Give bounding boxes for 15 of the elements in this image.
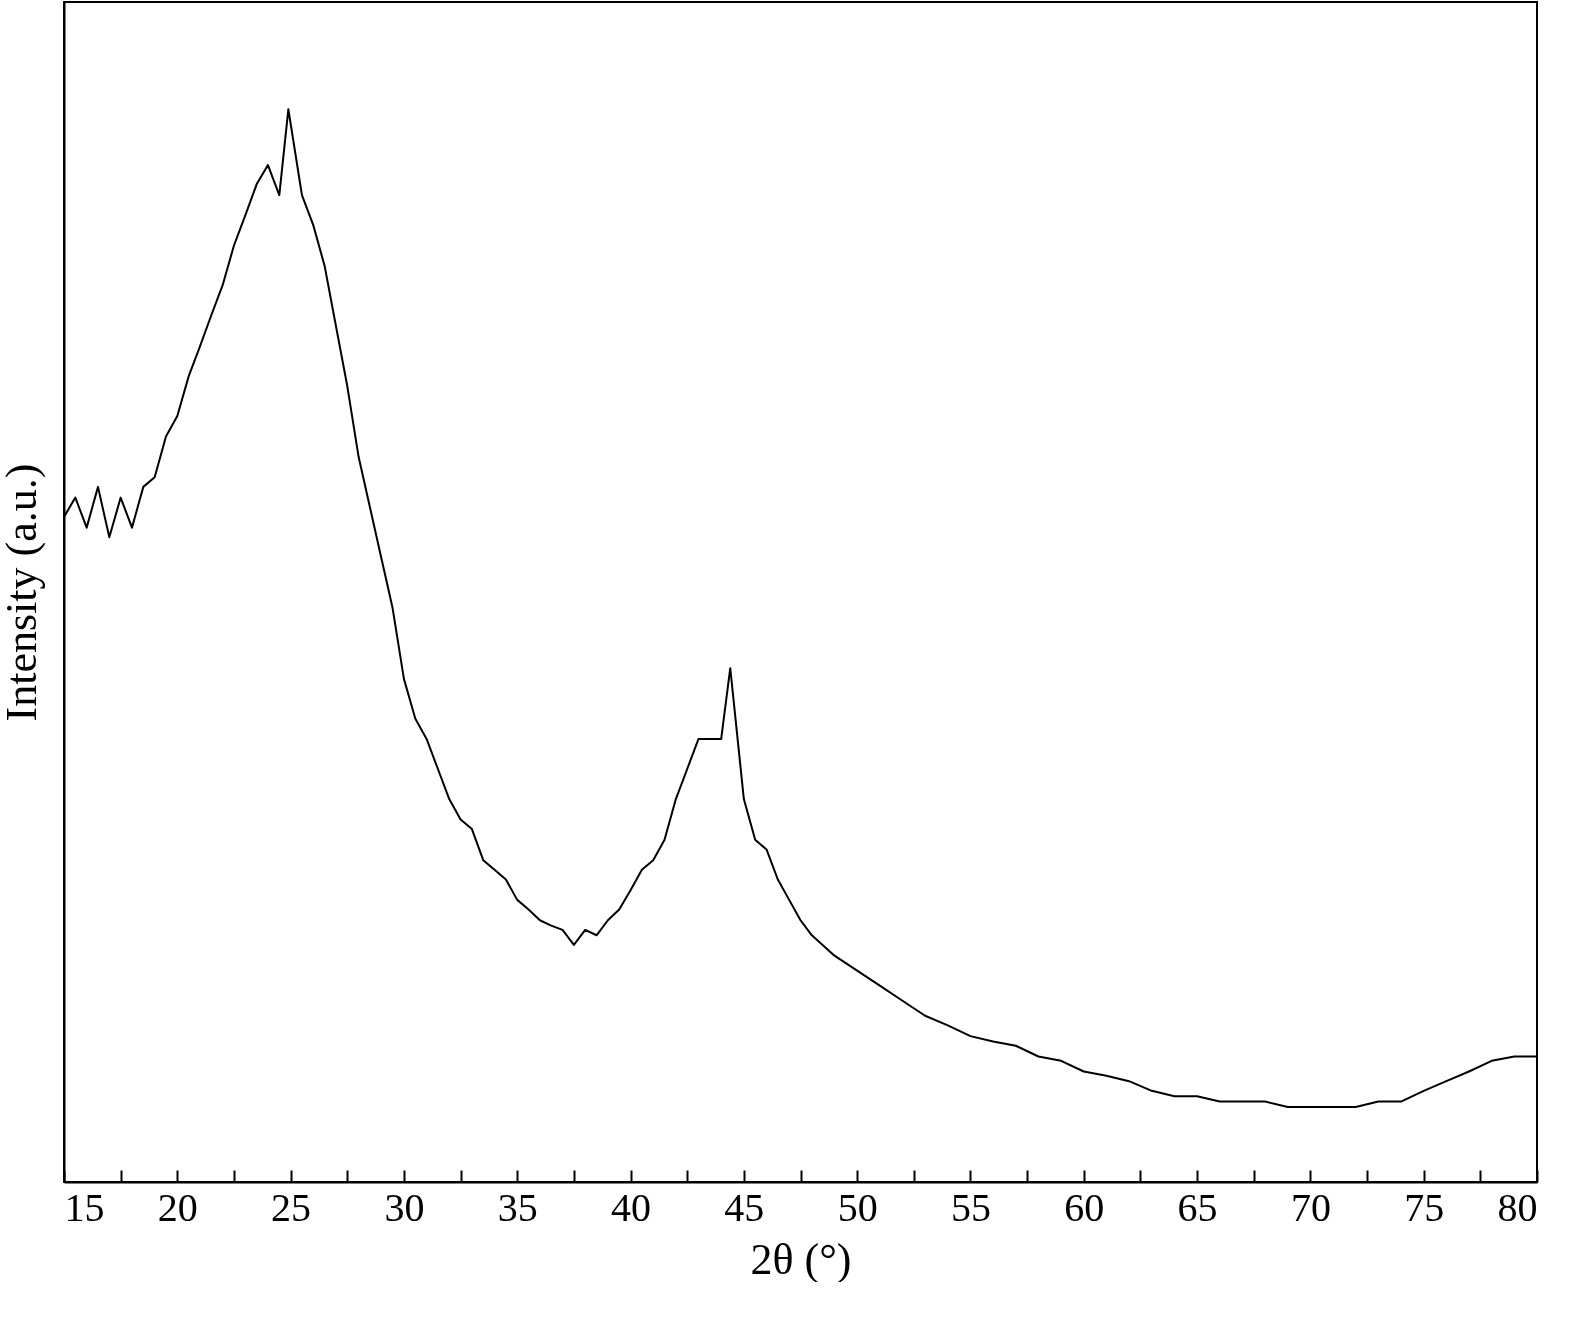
x-tick-label: 70 bbox=[1290, 1184, 1331, 1230]
x-tick-label: 30 bbox=[384, 1184, 425, 1230]
x-tick-label: 75 bbox=[1404, 1184, 1445, 1230]
x-tick-label: 80 bbox=[1497, 1184, 1538, 1230]
x-tick-label: 40 bbox=[611, 1184, 652, 1230]
x-tick-label: 25 bbox=[271, 1184, 312, 1230]
x-tick-label: 35 bbox=[497, 1184, 538, 1230]
x-tick-label: 20 bbox=[157, 1184, 198, 1230]
x-tick-label: 50 bbox=[837, 1184, 878, 1230]
x-tick-label: 15 bbox=[64, 1184, 105, 1230]
y-axis-title: Intensity (a.u.) bbox=[0, 463, 46, 722]
x-tick-label: 55 bbox=[950, 1184, 991, 1230]
x-tick-label: 45 bbox=[724, 1184, 765, 1230]
x-tick-label: 65 bbox=[1177, 1184, 1218, 1230]
x-tick-label: 60 bbox=[1064, 1184, 1105, 1230]
